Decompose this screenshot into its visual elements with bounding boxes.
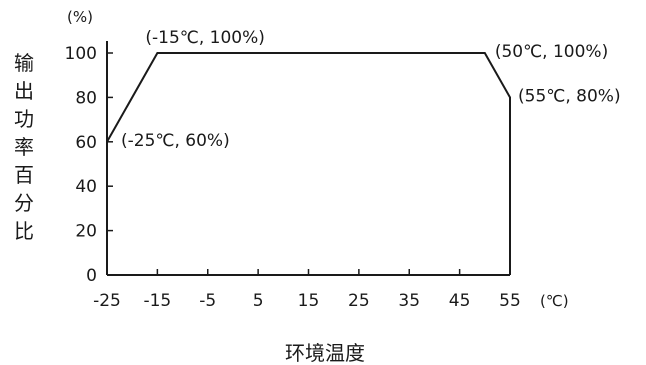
- y-tick-label: 80: [75, 88, 97, 108]
- point-annotation: (50℃, 100%): [495, 42, 608, 62]
- point-annotation: (-25℃, 60%): [121, 131, 230, 151]
- x-tick-label: 5: [253, 291, 264, 311]
- x-tick-label: -15: [143, 291, 171, 311]
- x-tick-label: -5: [199, 291, 216, 311]
- derating-curve: [107, 53, 510, 275]
- x-axis-title: 环境温度: [285, 341, 365, 365]
- x-tick-label: 45: [449, 291, 471, 311]
- x-tick-label: 55: [499, 291, 521, 311]
- axes: [107, 41, 510, 275]
- y-tick-label: 60: [75, 133, 97, 153]
- y-axis-unit: (%): [67, 8, 93, 26]
- tick-labels: 0 20 40 60 80 100 -25 -15 -5 5 15 25 35 45 55: [65, 44, 521, 311]
- y-tick-label: 0: [86, 266, 97, 286]
- point-annotation: (-15℃, 100%): [145, 28, 265, 48]
- x-tick-label: -25: [93, 291, 121, 311]
- y-tick-label: 40: [75, 177, 97, 197]
- y-tick-label: 20: [75, 222, 97, 242]
- x-tick-label: 15: [298, 291, 320, 311]
- y-tick-label: 100: [65, 44, 97, 64]
- x-axis-unit: (℃): [540, 292, 569, 310]
- annotations: (-25℃, 60%) (-15℃, 100%) (50℃, 100%) (55℃, …: [121, 28, 621, 151]
- x-tick-label: 25: [348, 291, 370, 311]
- plot-area: [107, 53, 510, 275]
- x-tick-label: 35: [398, 291, 420, 311]
- point-annotation: (55℃, 80%): [518, 86, 621, 106]
- y-axis-title: 输出功率百分比: [14, 51, 34, 243]
